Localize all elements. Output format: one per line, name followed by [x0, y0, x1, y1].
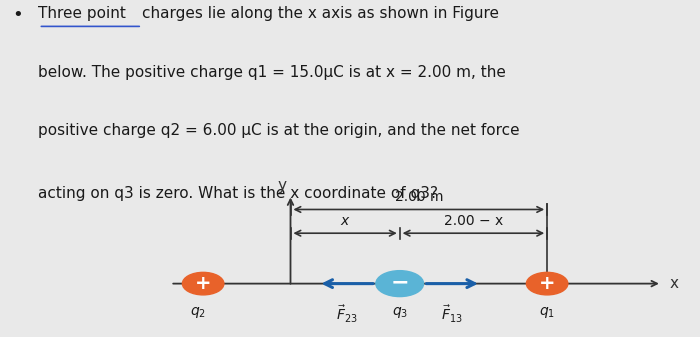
Text: positive charge q2 = 6.00 μC is at the origin, and the net force: positive charge q2 = 6.00 μC is at the o… [38, 123, 520, 138]
Text: +: + [539, 274, 555, 293]
Text: x: x [670, 276, 679, 291]
Text: +: + [195, 274, 211, 293]
Text: 2.00 − x: 2.00 − x [444, 214, 503, 228]
Text: $\vec{F}_{13}$: $\vec{F}_{13}$ [442, 304, 463, 325]
Text: $q_1$: $q_1$ [539, 305, 555, 320]
Text: $\vec{F}_{23}$: $\vec{F}_{23}$ [336, 304, 358, 325]
Circle shape [526, 272, 568, 295]
Text: $q_2$: $q_2$ [190, 305, 206, 320]
Circle shape [376, 271, 424, 297]
Text: $q_3$: $q_3$ [391, 305, 408, 320]
Text: 2.00 m: 2.00 m [395, 190, 443, 204]
Text: $x$: $x$ [340, 214, 351, 228]
Text: charges lie along the x axis as shown in Figure: charges lie along the x axis as shown in… [142, 6, 499, 21]
Text: y: y [278, 178, 287, 193]
Text: acting on q3 is zero. What is the x coordinate of q3?: acting on q3 is zero. What is the x coor… [38, 186, 438, 201]
Text: •: • [13, 6, 23, 24]
Text: Three point: Three point [38, 6, 127, 21]
Text: below. The positive charge q1 = 15.0μC is at x = 2.00 m, the: below. The positive charge q1 = 15.0μC i… [38, 64, 506, 80]
Text: −: − [391, 272, 409, 293]
Circle shape [183, 272, 224, 295]
